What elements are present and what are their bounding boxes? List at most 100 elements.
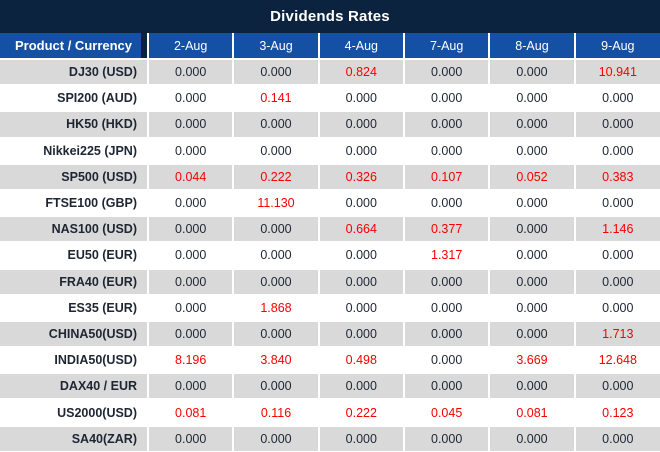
product-cell: HK50 (HKD) [0,111,149,139]
product-cell: SPI200 (AUD) [0,85,149,113]
value-cell: 0.000 [403,347,491,375]
value-cell: 0.000 [148,320,235,349]
value-cell: 1.713 [574,320,660,349]
table-row: SA40(ZAR) 0.000 0.000 0.000 0.000 0.000 0.000 [0,425,660,451]
table-body: DJ30 (USD) 0.000 0.000 0.824 0.000 0.000 10.94… [0,59,660,451]
value-cell: 0.000 [318,268,405,296]
value-cell: 0.000 [574,242,660,270]
table-row: US2000(USD) 0.081 0.116 0.222 0.045 0.081 0.12… [0,399,660,427]
value-cell: 0.000 [574,111,660,139]
value-cell: 11.130 [233,189,320,218]
product-currency-header: Product / Currency [0,33,149,60]
value-cell: 0.000 [148,189,235,218]
dividends-table: Product / Currency 2-Aug 3-Aug 4-Aug 7-Aug 8-… [0,33,660,451]
date-column-header: 8-Aug [489,33,576,60]
value-cell: 0.000 [403,189,491,218]
value-cell: 0.000 [233,242,320,270]
value-cell: 0.000 [489,320,576,349]
product-cell: ES35 (EUR) [0,294,149,322]
value-cell: 0.000 [403,59,491,87]
value-cell: 0.000 [403,425,491,451]
value-cell: 0.000 [489,137,576,165]
value-cell: 0.000 [489,268,576,296]
value-cell: 0.000 [233,425,320,451]
table-row: HK50 (HKD) 0.000 0.000 0.000 0.000 0.000 0.000 [0,111,660,139]
value-cell: 0.000 [489,425,576,451]
value-cell: 0.107 [403,163,491,191]
value-cell: 0.383 [574,163,660,191]
value-cell: 0.000 [148,216,235,244]
value-cell: 0.000 [318,373,405,401]
product-cell: CHINA50(USD) [0,320,149,349]
date-column-header: 9-Aug [574,33,660,60]
value-cell: 0.000 [489,189,576,218]
value-cell: 0.222 [318,399,405,427]
product-cell: Nikkei225 (JPN) [0,137,149,165]
table-row: SP500 (USD) 0.044 0.222 0.326 0.107 0.052 0.38… [0,163,660,191]
table-row: Nikkei225 (JPN) 0.000 0.000 0.000 0.000 0.000… [0,137,660,165]
value-cell: 0.000 [148,111,235,139]
product-cell: DAX40 / EUR [0,373,149,401]
value-cell: 0.000 [403,373,491,401]
value-cell: 0.000 [403,137,491,165]
value-cell: 0.000 [148,85,235,113]
page-title: Dividends Rates [0,0,660,33]
value-cell: 0.045 [403,399,491,427]
value-cell: 0.000 [403,294,491,322]
value-cell: 0.000 [574,268,660,296]
value-cell: 0.000 [403,111,491,139]
value-cell: 0.081 [489,399,576,427]
value-cell: 1.146 [574,216,660,244]
value-cell: 0.000 [233,59,320,87]
value-cell: 0.326 [318,163,405,191]
value-cell: 3.669 [489,347,576,375]
date-column-header: 3-Aug [233,33,320,60]
value-cell: 0.000 [574,137,660,165]
value-cell: 0.000 [148,137,235,165]
value-cell: 0.000 [574,373,660,401]
value-cell: 0.000 [403,85,491,113]
value-cell: 0.000 [318,111,405,139]
value-cell: 0.000 [574,294,660,322]
table-row: INDIA50(USD) 8.196 3.840 0.498 0.000 3.669 12.… [0,347,660,375]
header-row: Product / Currency 2-Aug 3-Aug 4-Aug 7-Aug 8-… [0,33,660,60]
table-row: DAX40 / EUR 0.000 0.000 0.000 0.000 0.000 0.00… [0,373,660,401]
table-row: FTSE100 (GBP) 0.000 11.130 0.000 0.000 0.000 0… [0,189,660,218]
value-cell: 0.141 [233,85,320,113]
table-row: SPI200 (AUD) 0.000 0.141 0.000 0.000 0.000 0.0… [0,85,660,113]
value-cell: 0.000 [489,111,576,139]
value-cell: 0.222 [233,163,320,191]
value-cell: 0.000 [233,216,320,244]
value-cell: 0.377 [403,216,491,244]
value-cell: 0.824 [318,59,405,87]
value-cell: 0.081 [148,399,235,427]
value-cell: 0.000 [574,425,660,451]
product-cell: US2000(USD) [0,399,149,427]
value-cell: 0.000 [318,425,405,451]
value-cell: 1.868 [233,294,320,322]
value-cell: 0.000 [403,268,491,296]
table-row: FRA40 (EUR) 0.000 0.000 0.000 0.000 0.000 0.00… [0,268,660,296]
value-cell: 0.000 [489,294,576,322]
table-row: ES35 (EUR) 0.000 1.868 0.000 0.000 0.000 0.000 [0,294,660,322]
value-cell: 0.664 [318,216,405,244]
value-cell: 0.000 [318,320,405,349]
value-cell: 0.116 [233,399,320,427]
value-cell: 0.000 [489,59,576,87]
value-cell: 0.000 [318,242,405,270]
product-cell: EU50 (EUR) [0,242,149,270]
value-cell: 0.000 [148,268,235,296]
table-row: DJ30 (USD) 0.000 0.000 0.824 0.000 0.000 10.94… [0,59,660,87]
value-cell: 0.000 [318,189,405,218]
date-column-header: 2-Aug [148,33,235,60]
value-cell: 0.000 [574,85,660,113]
value-cell: 0.123 [574,399,660,427]
value-cell: 0.000 [233,373,320,401]
value-cell: 0.052 [489,163,576,191]
table-row: EU50 (EUR) 0.000 0.000 0.000 1.317 0.000 0.000 [0,242,660,270]
value-cell: 0.000 [318,294,405,322]
value-cell: 0.000 [233,111,320,139]
product-cell: FRA40 (EUR) [0,268,149,296]
value-cell: 0.000 [574,189,660,218]
